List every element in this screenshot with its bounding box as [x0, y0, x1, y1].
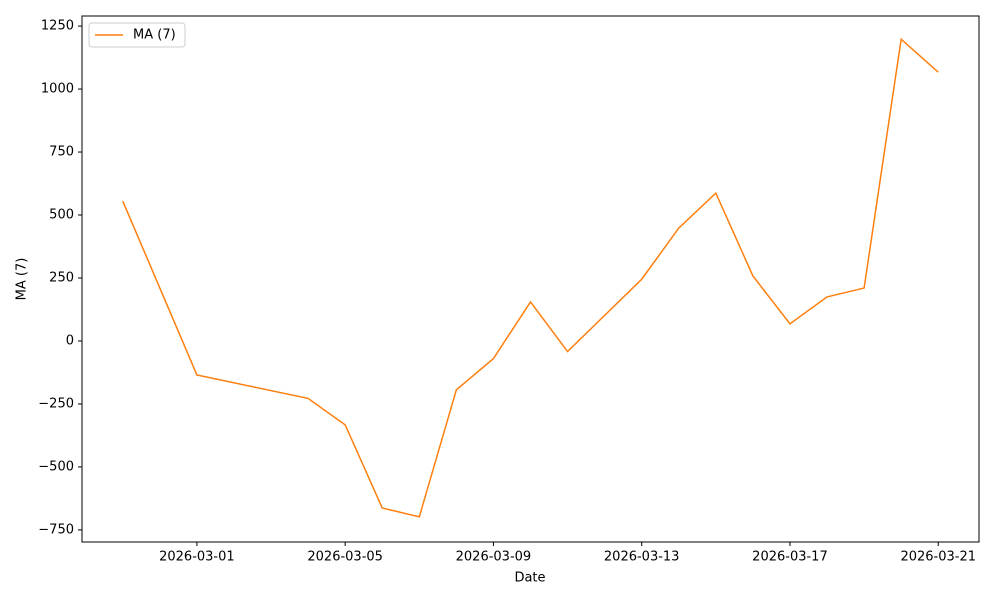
x-tick-label: 2026-03-09	[456, 550, 532, 565]
plot-frame	[81, 15, 980, 543]
y-tick-label: 0	[66, 333, 74, 348]
x-tick-label: 2026-03-01	[159, 550, 235, 565]
y-tick-label: 1000	[41, 82, 74, 97]
y-tick-label: −500	[38, 459, 74, 474]
x-tick-label: 2026-03-13	[604, 550, 680, 565]
legend-label: MA (7)	[133, 28, 176, 43]
series-line	[122, 37, 939, 518]
y-tick-label: −750	[38, 522, 74, 537]
y-tick-label: 250	[49, 270, 74, 285]
y-axis-label: MA (7)	[15, 258, 30, 301]
x-tick-label: 2026-03-17	[752, 550, 828, 565]
x-tick-label: 2026-03-05	[307, 550, 383, 565]
y-tick-label: −250	[38, 396, 74, 411]
y-tick-label: 750	[49, 145, 74, 160]
y-tick-label: 500	[49, 208, 74, 223]
y-tick-label: 1250	[41, 19, 74, 34]
x-axis-label: Date	[514, 571, 545, 586]
legend-box	[88, 22, 186, 48]
x-tick-label: 2026-03-21	[900, 550, 976, 565]
